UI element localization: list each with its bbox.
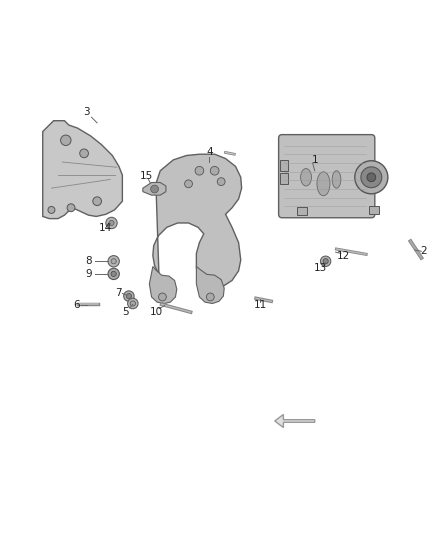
Polygon shape xyxy=(196,266,224,303)
Circle shape xyxy=(127,298,138,309)
Circle shape xyxy=(321,256,331,266)
Text: 2: 2 xyxy=(420,246,427,256)
Circle shape xyxy=(80,149,88,158)
Text: 1: 1 xyxy=(311,155,318,165)
Text: 15: 15 xyxy=(140,172,153,181)
Circle shape xyxy=(106,217,117,229)
Bar xyxy=(280,160,288,171)
Text: 14: 14 xyxy=(99,223,112,233)
Text: 10: 10 xyxy=(149,307,162,317)
Bar xyxy=(280,173,288,184)
Circle shape xyxy=(210,166,219,175)
Circle shape xyxy=(111,259,116,264)
Ellipse shape xyxy=(317,172,330,196)
Circle shape xyxy=(185,180,192,188)
Circle shape xyxy=(323,259,328,264)
Circle shape xyxy=(48,206,55,213)
Polygon shape xyxy=(153,154,242,288)
Circle shape xyxy=(151,185,159,193)
Ellipse shape xyxy=(332,171,341,188)
Text: 5: 5 xyxy=(122,307,129,317)
Circle shape xyxy=(93,197,102,206)
Circle shape xyxy=(361,167,382,188)
Bar xyxy=(297,207,307,215)
Circle shape xyxy=(217,177,225,185)
Circle shape xyxy=(109,220,114,225)
Text: 6: 6 xyxy=(73,300,80,310)
Circle shape xyxy=(206,293,214,301)
Circle shape xyxy=(60,135,71,146)
Text: 12: 12 xyxy=(337,251,350,261)
Text: 3: 3 xyxy=(83,107,89,117)
Circle shape xyxy=(108,256,119,267)
Polygon shape xyxy=(43,120,122,219)
Circle shape xyxy=(130,301,135,306)
Polygon shape xyxy=(275,415,315,427)
Text: 4: 4 xyxy=(206,148,213,157)
Circle shape xyxy=(124,291,134,301)
FancyBboxPatch shape xyxy=(279,135,375,218)
Text: 11: 11 xyxy=(254,300,267,310)
Circle shape xyxy=(126,294,131,298)
Polygon shape xyxy=(143,182,166,195)
Bar xyxy=(369,206,379,214)
Circle shape xyxy=(355,161,388,194)
Text: 13: 13 xyxy=(314,263,327,273)
Circle shape xyxy=(195,166,204,175)
Circle shape xyxy=(108,268,119,279)
Polygon shape xyxy=(149,266,177,303)
Circle shape xyxy=(159,293,166,301)
Text: 9: 9 xyxy=(85,269,92,279)
Circle shape xyxy=(111,271,116,277)
Circle shape xyxy=(367,173,376,182)
Text: 8: 8 xyxy=(85,256,92,266)
Circle shape xyxy=(67,204,75,212)
Ellipse shape xyxy=(300,168,311,186)
Text: 7: 7 xyxy=(116,288,122,297)
